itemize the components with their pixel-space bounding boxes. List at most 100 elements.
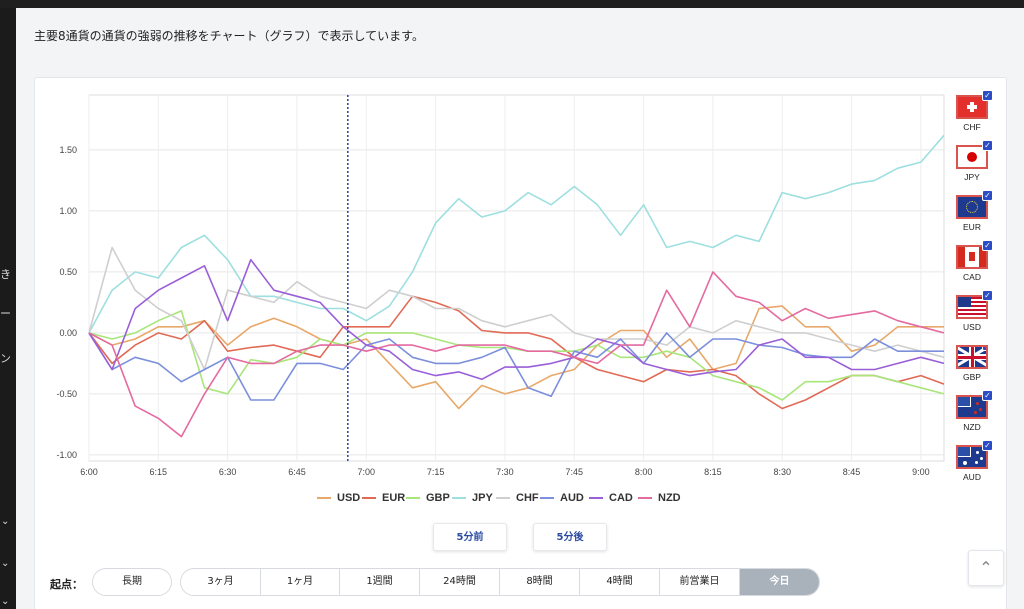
y-axis: 1.50 1.00 0.50 0.00 -0.50 -1.00 — [56, 145, 77, 460]
top-bar — [0, 0, 1024, 8]
flag-code: NZD — [963, 422, 981, 432]
usa-flag-icon: ✓ — [956, 290, 993, 319]
canada-flag-icon: ✓ — [956, 240, 993, 269]
x-tick-label: 8:00 — [635, 467, 653, 477]
range-long-term-button[interactable]: 長期 — [92, 568, 172, 596]
checkbox-checked-icon[interactable]: ✓ — [982, 140, 993, 151]
flag-toggle-nzd[interactable]: ✓ NZD — [952, 390, 993, 432]
legend-item-cad[interactable]: CAD — [589, 492, 633, 504]
eu-flag-icon: ✓ — [956, 190, 993, 219]
legend-label: USD — [337, 492, 361, 504]
range-3months-tab[interactable]: 3ヶ月 — [181, 569, 261, 595]
x-tick-label: 9:00 — [912, 467, 930, 477]
x-tick-label: 7:00 — [358, 467, 376, 477]
scroll-to-top-button[interactable]: ⌃ — [968, 550, 1004, 586]
series-line-gbp — [88, 310, 945, 401]
y-tick-label: 0.50 — [59, 267, 77, 277]
checkbox-checked-icon[interactable]: ✓ — [982, 290, 993, 301]
legend-swatch — [496, 497, 510, 499]
flag-toggle-usd[interactable]: ✓ USD — [952, 290, 993, 332]
flag-toggle-jpy[interactable]: ✓ JPY — [952, 140, 993, 182]
flag-code: CHF — [963, 122, 981, 132]
flag-code: JPY — [964, 172, 980, 182]
flag-toggle-eur[interactable]: ✓ EUR — [952, 190, 993, 232]
flag-toggle-aud[interactable]: ✓ AUD — [952, 440, 993, 482]
x-tick-label: 6:00 — [80, 467, 98, 477]
checkbox-checked-icon[interactable]: ✓ — [982, 90, 993, 101]
legend-item-nzd[interactable]: NZD — [638, 492, 681, 504]
legend-item-usd[interactable]: USD — [317, 492, 360, 504]
range-selector: 3ヶ月 1ヶ月 1週間 24時間 8時間 4時間 前営業日 今日 — [180, 568, 820, 596]
series-lines — [88, 134, 945, 438]
legend-label: GBP — [426, 492, 450, 504]
y-tick-label: 1.50 — [59, 145, 77, 155]
range-24hours-tab[interactable]: 24時間 — [420, 569, 500, 595]
chevron-down-icon[interactable]: ⌄ — [1, 516, 10, 527]
japan-flag-icon: ✓ — [956, 140, 993, 169]
sidebar-fragment-3[interactable]: ン — [0, 352, 10, 365]
range-1week-tab[interactable]: 1週間 — [340, 569, 420, 595]
legend-item-eur[interactable]: EUR — [362, 492, 405, 504]
series-line-jpy — [88, 134, 945, 334]
australia-flag-icon: ✓ — [956, 440, 993, 469]
chevron-down-icon[interactable]: ⌄ — [1, 558, 10, 569]
legend-swatch — [317, 497, 331, 499]
legend-label: NZD — [658, 492, 681, 504]
series-line-usd — [88, 305, 944, 410]
chevron-up-icon: ⌃ — [979, 558, 993, 577]
legend-item-gbp[interactable]: GBP — [406, 492, 450, 504]
legend-swatch — [589, 497, 603, 499]
sidebar-fragment-2[interactable]: ー — [0, 307, 10, 320]
plot-area — [88, 94, 945, 462]
x-tick-label: 8:45 — [843, 467, 861, 477]
chevron-down-icon[interactable]: ⌄ — [1, 596, 10, 607]
next-5min-button[interactable]: 5分後 — [533, 523, 607, 551]
checkbox-checked-icon[interactable]: ✓ — [982, 190, 993, 201]
prev-5min-button[interactable]: 5分前 — [433, 523, 507, 551]
x-tick-label: 8:15 — [704, 467, 722, 477]
x-tick-label: 6:15 — [150, 467, 168, 477]
range-4hours-tab[interactable]: 4時間 — [580, 569, 660, 595]
range-prev-business-day-tab[interactable]: 前営業日 — [660, 569, 740, 595]
legend-label: JPY — [472, 492, 493, 504]
uk-flag-icon: ✓ — [956, 345, 988, 369]
legend-swatch — [638, 497, 652, 499]
legend-swatch — [362, 497, 376, 499]
y-tick-label: -1.00 — [56, 450, 77, 460]
legend-swatch — [452, 497, 466, 499]
x-tick-label: 6:45 — [288, 467, 306, 477]
series-line-nzd — [88, 271, 945, 438]
range-8hours-tab[interactable]: 8時間 — [500, 569, 580, 595]
flag-toggle-cad[interactable]: ✓ CAD — [952, 240, 993, 282]
y-tick-label: 0.00 — [59, 328, 77, 338]
swiss-flag-icon: ✓ — [956, 90, 993, 119]
checkbox-checked-icon[interactable]: ✓ — [982, 347, 986, 351]
checkbox-checked-icon[interactable]: ✓ — [982, 440, 993, 451]
flag-toggle-chf[interactable]: ✓ CHF — [952, 90, 993, 132]
legend-label: CHF — [516, 492, 539, 504]
range-1month-tab[interactable]: 1ヶ月 — [261, 569, 340, 595]
checkbox-checked-icon[interactable]: ✓ — [982, 390, 993, 401]
y-tick-label: 1.00 — [59, 206, 77, 216]
series-line-chf — [88, 246, 945, 371]
series-line-cad — [88, 258, 945, 381]
legend-item-jpy[interactable]: JPY — [452, 492, 493, 504]
flag-code: GBP — [963, 372, 981, 382]
sidebar-fragment-1[interactable]: き — [0, 268, 10, 281]
checkbox-checked-icon[interactable]: ✓ — [982, 240, 993, 251]
flag-code: USD — [963, 322, 981, 332]
legend-item-aud[interactable]: AUD — [540, 492, 584, 504]
flag-code: AUD — [963, 472, 981, 482]
left-sidebar: き ー ン ⌄ ⌄ ⌄ — [0, 8, 16, 609]
flag-code: EUR — [963, 222, 981, 232]
x-tick-label: 7:30 — [496, 467, 514, 477]
range-today-tab[interactable]: 今日 — [740, 569, 819, 595]
start-point-label: 起点： — [50, 578, 83, 591]
legend-item-chf[interactable]: CHF — [496, 492, 539, 504]
x-axis: 6:00 6:15 6:30 6:45 7:00 7:15 7:30 7:45 8:00 8:15… — [80, 467, 929, 477]
legend-swatch — [406, 497, 420, 499]
x-tick-label: 8:30 — [773, 467, 791, 477]
flag-toggle-gbp[interactable]: ✓ GBP — [952, 345, 992, 382]
series-line-eur — [88, 295, 945, 410]
